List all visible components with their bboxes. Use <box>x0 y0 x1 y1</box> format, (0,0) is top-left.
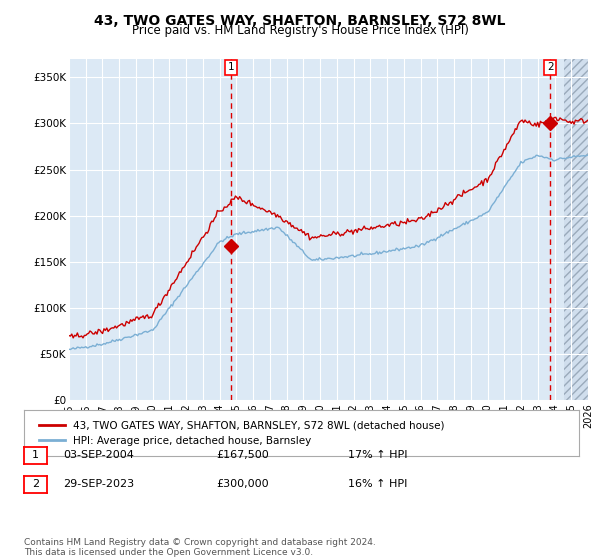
Text: 2: 2 <box>32 479 39 489</box>
Text: £167,500: £167,500 <box>216 450 269 460</box>
Text: 16% ↑ HPI: 16% ↑ HPI <box>348 479 407 489</box>
Text: Contains HM Land Registry data © Crown copyright and database right 2024.
This d: Contains HM Land Registry data © Crown c… <box>24 538 376 557</box>
Legend: 43, TWO GATES WAY, SHAFTON, BARNSLEY, S72 8WL (detached house), HPI: Average pri: 43, TWO GATES WAY, SHAFTON, BARNSLEY, S7… <box>35 417 449 450</box>
Text: 43, TWO GATES WAY, SHAFTON, BARNSLEY, S72 8WL: 43, TWO GATES WAY, SHAFTON, BARNSLEY, S7… <box>94 14 506 28</box>
Text: 1: 1 <box>227 62 234 72</box>
Text: 17% ↑ HPI: 17% ↑ HPI <box>348 450 407 460</box>
Text: 2: 2 <box>547 62 554 72</box>
Text: 03-SEP-2004: 03-SEP-2004 <box>63 450 134 460</box>
Text: £300,000: £300,000 <box>216 479 269 489</box>
Text: 1: 1 <box>32 450 39 460</box>
Text: 29-SEP-2023: 29-SEP-2023 <box>63 479 134 489</box>
Text: Price paid vs. HM Land Registry's House Price Index (HPI): Price paid vs. HM Land Registry's House … <box>131 24 469 37</box>
